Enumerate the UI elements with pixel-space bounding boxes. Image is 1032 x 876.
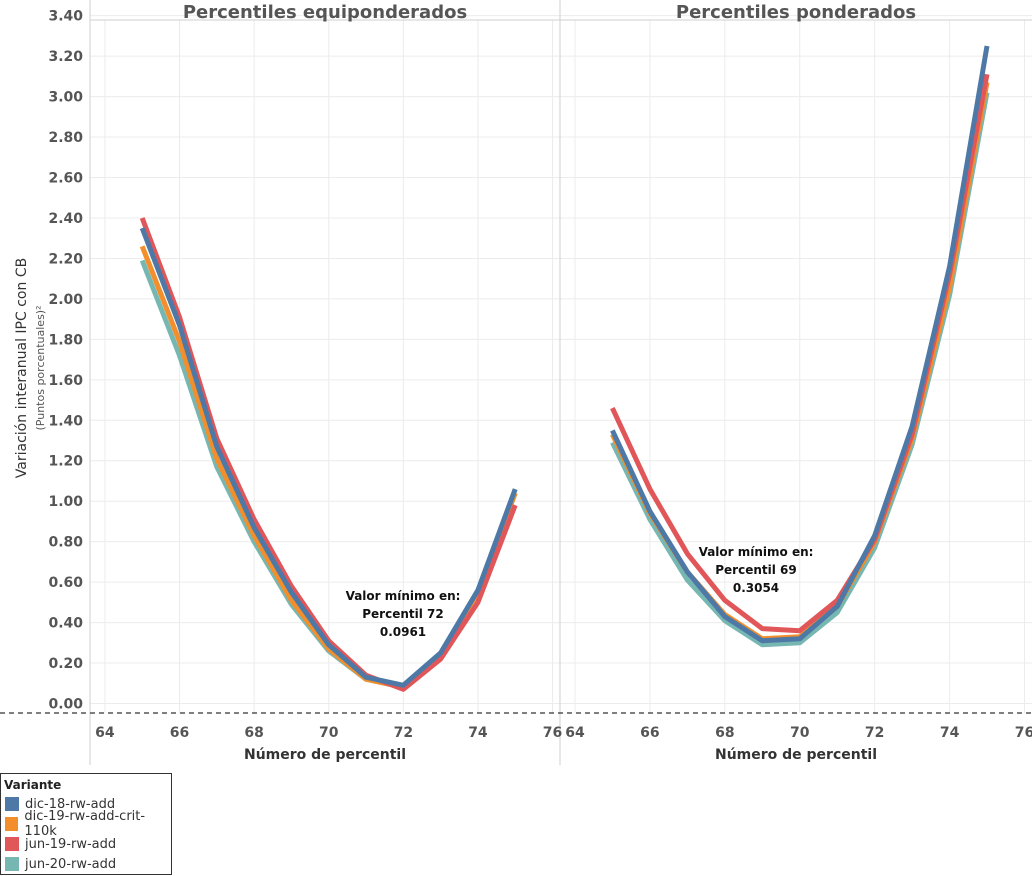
panel-title: Percentiles ponderados [676,2,916,23]
grid-layer [90,15,1032,713]
text-layer: 0.00 0.20 0.40 0.60 0.80 1.00 1.20 1.40 1.60 1.80… [14,2,1032,763]
y-axis-title: Variación interanual IPC con CB [14,258,30,478]
legend-swatch [5,837,19,851]
y-tick-label: 2.00 [48,292,83,308]
y-tick-label: 3.00 [48,90,83,106]
y-tick-label: 2.60 [48,171,83,187]
x-tick-label: 76 [543,725,562,741]
legend-label: jun-20-rw-add [25,856,117,872]
x-axis-title: Número de percentil [244,747,406,763]
y-tick-label: 0.20 [48,656,83,672]
x-tick-label: 64 [565,725,585,741]
legend-label: dic-18-rw-add [25,796,116,812]
annotation-text: Valor mínimo en: [699,545,814,559]
legend-swatch [5,797,19,811]
y-tick-label: 1.00 [48,494,83,510]
x-tick-label: 68 [244,725,263,741]
annotation-text: Percentil 69 [715,563,797,577]
x-tick-label: 74 [940,725,960,741]
y-tick-label: 0.60 [48,575,83,591]
x-tick-label: 74 [468,725,488,741]
legend-swatch [5,857,19,871]
legend-item-jun-20[interactable]: jun-20-rw-add [5,854,171,874]
x-tick-label: 76 [1015,725,1032,741]
series-line-dic-18-rw-add [139,227,518,688]
series-layer [139,45,990,692]
y-tick-label: 0.80 [48,535,83,551]
y-tick-label: 3.40 [48,9,83,25]
y-tick-label: 2.20 [48,251,83,267]
legend: Variante dic-18-rw-add dic-19-rw-add-cri… [0,773,172,875]
annotation-text: Valor mínimo en: [346,589,461,603]
y-tick-label: 1.80 [48,332,83,348]
y-tick-label: 0.00 [48,697,83,713]
legend-item-dic-18[interactable]: dic-18-rw-add [5,794,171,814]
annotation-text: 0.3054 [733,581,779,595]
x-tick-label: 72 [865,725,884,741]
y-tick-label: 1.40 [48,413,83,429]
y-tick-label: 2.40 [48,211,83,227]
y-axis-subtitle: (Puntos porcentuales)² [34,305,47,430]
legend-title: Variante [4,778,62,792]
x-tick-label: 72 [394,725,413,741]
x-tick-label: 66 [170,725,189,741]
x-tick-label: 70 [790,725,810,741]
legend-label: jun-19-rw-add [25,836,117,852]
y-tick-label: 3.20 [48,49,83,65]
series-line-dic-18-rw-add [610,45,990,644]
x-tick-label: 68 [715,725,734,741]
frame-layer [0,0,1032,765]
x-tick-label: 64 [95,725,115,741]
panel-title: Percentiles equiponderados [183,2,467,23]
annotation-text: 0.0961 [380,625,426,639]
y-tick-label: 1.20 [48,454,83,470]
legend-item-jun-19[interactable]: jun-19-rw-add [5,834,171,854]
x-axis-title: Número de percentil [715,747,877,763]
y-tick-label: 1.60 [48,373,83,389]
x-tick-label: 66 [640,725,659,741]
legend-item-dic-19[interactable]: dic-19-rw-add-crit-110k [5,809,171,839]
y-tick-label: 2.80 [48,130,83,146]
legend-swatch [5,817,19,831]
x-tick-label: 70 [319,725,339,741]
y-tick-label: 0.40 [48,616,83,632]
legend-label: dic-19-rw-add-crit-110k [24,809,146,839]
annotation-text: Percentil 72 [362,607,444,621]
